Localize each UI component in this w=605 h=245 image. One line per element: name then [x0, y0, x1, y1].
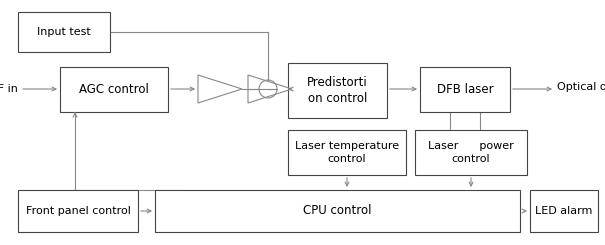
Text: CPU control: CPU control [303, 205, 371, 218]
Text: Predistorti
on control: Predistorti on control [307, 75, 368, 106]
Bar [530, 190, 598, 232]
Text: Input test: Input test [37, 27, 91, 37]
Text: Front panel control: Front panel control [25, 206, 131, 216]
Bar [415, 130, 527, 175]
Text: DFB laser: DFB laser [437, 83, 493, 96]
Text: AGC control: AGC control [79, 83, 149, 96]
Bar [18, 190, 138, 232]
Bar [288, 130, 406, 175]
Bar [18, 12, 110, 52]
Text: Optical out: Optical out [557, 82, 605, 92]
Text: RF in: RF in [0, 84, 18, 94]
Text: LED alarm: LED alarm [535, 206, 593, 216]
Bar [60, 67, 168, 112]
Bar [155, 190, 520, 232]
Bar [420, 67, 510, 112]
Text: Laser temperature
control: Laser temperature control [295, 141, 399, 164]
Text: Laser      power
control: Laser power control [428, 141, 514, 164]
Bar [288, 63, 387, 118]
